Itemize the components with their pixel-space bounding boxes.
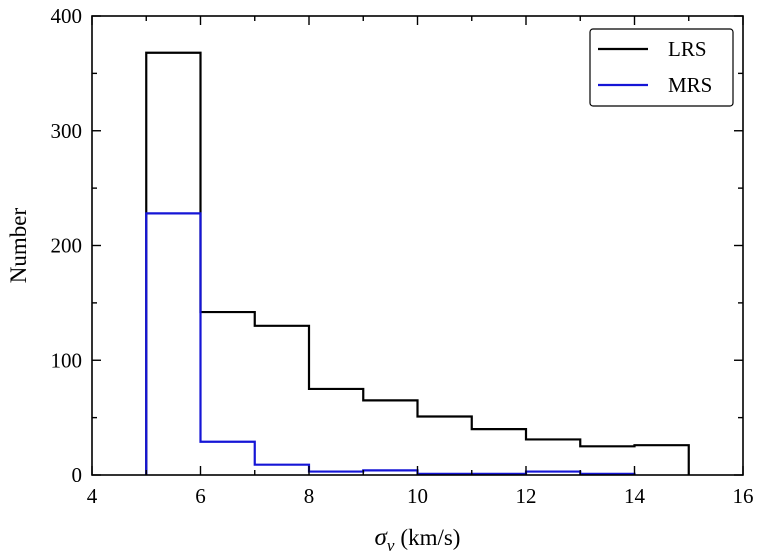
x-axis-subscript: v	[387, 536, 395, 553]
y-tick-label: 100	[51, 348, 83, 372]
y-axis-title: Number	[6, 207, 31, 283]
x-axis-symbol: σ	[375, 524, 389, 551]
x-tick-label: 8	[304, 484, 315, 508]
x-tick-label: 6	[195, 484, 206, 508]
y-tick-label: 400	[51, 4, 83, 28]
series-line-mrs	[145, 212, 636, 475]
tick-marks	[91, 15, 744, 476]
tick-labels: 4 6 8 10 12 14 16 0 100 200 300 400	[51, 4, 754, 508]
x-tick-label: 16	[733, 484, 754, 508]
legend: LRS MRS	[589, 28, 734, 107]
y-tick-label: 200	[51, 234, 83, 258]
series-layer	[145, 51, 690, 475]
legend-label-mrs: MRS	[668, 73, 712, 97]
x-axis-title: σv (km/s)	[375, 524, 461, 553]
x-tick-label: 10	[407, 484, 428, 508]
x-tick-label: 12	[516, 484, 537, 508]
legend-label-lrs: LRS	[668, 37, 707, 61]
y-tick-label: 0	[72, 463, 83, 487]
x-tick-label: 4	[87, 484, 98, 508]
y-tick-label: 300	[51, 119, 83, 143]
x-axis-unit: (km/s)	[400, 525, 460, 550]
x-tick-label: 14	[624, 484, 646, 508]
series-line-lrs	[145, 51, 690, 475]
